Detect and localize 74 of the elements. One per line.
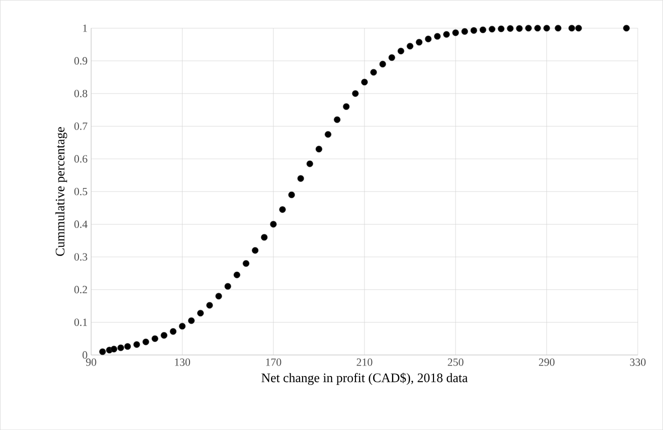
y-tick-label: 0.1 (74, 318, 87, 326)
point (110, 346, 118, 352)
point (623, 24, 630, 32)
point (152, 335, 158, 342)
point (406, 42, 414, 50)
x-tick-label: 330 (630, 358, 646, 366)
point (543, 24, 550, 32)
point (361, 78, 368, 86)
point (461, 28, 468, 35)
point (124, 343, 131, 350)
point (452, 29, 459, 36)
point (224, 282, 232, 290)
x-tick-label: 130 (175, 358, 190, 366)
point (488, 26, 496, 32)
point (352, 90, 359, 97)
point (568, 24, 576, 32)
point (197, 310, 204, 316)
point (242, 260, 250, 267)
point (575, 24, 582, 32)
point (516, 25, 523, 32)
point (142, 338, 150, 346)
y-tick-label: 0.3 (74, 253, 88, 261)
point (554, 24, 562, 32)
point (525, 24, 532, 32)
point (188, 317, 195, 324)
point (252, 246, 258, 254)
point (260, 234, 268, 241)
point (506, 25, 514, 32)
y-tick-label: 0.9 (74, 57, 88, 65)
y-tick-label: 0.5 (74, 188, 88, 196)
point (99, 348, 106, 355)
y-tick-label: 1 (83, 24, 87, 32)
point (270, 220, 277, 228)
x-tick-label: 210 (356, 358, 372, 366)
point (379, 60, 386, 68)
point (288, 191, 295, 198)
y-tick-label: 0.8 (74, 90, 88, 98)
x-tick-label: 290 (538, 358, 554, 366)
point (470, 27, 478, 34)
point (342, 103, 350, 110)
y-tick-label: 0.7 (74, 122, 88, 130)
point (215, 292, 222, 300)
point (416, 38, 422, 46)
point (160, 332, 168, 339)
point (279, 206, 286, 213)
point (170, 328, 176, 335)
x-tick-label: 170 (266, 358, 282, 366)
point (498, 25, 504, 32)
x-tick-label: 90 (86, 358, 96, 366)
x-axis-title: Net change in profit (CAD$), 2018 data (262, 372, 468, 385)
point (424, 36, 432, 42)
point (388, 54, 396, 61)
point (234, 272, 240, 278)
point (534, 24, 541, 32)
point (434, 32, 441, 40)
point (178, 322, 186, 330)
point (324, 130, 332, 138)
point (443, 30, 450, 38)
point (316, 146, 322, 152)
y-axis-title: Cummulative percentage (55, 127, 68, 256)
point (297, 175, 304, 182)
point (133, 341, 140, 348)
y-tick-label: 0.4 (74, 220, 88, 228)
x-tick-label: 250 (448, 358, 464, 366)
y-tick-label: 0 (82, 351, 88, 359)
point (480, 26, 486, 34)
point (206, 302, 213, 309)
point (306, 160, 314, 168)
point (117, 344, 124, 352)
y-tick-label: 0.6 (74, 155, 88, 163)
y-tick-label: 0.2 (74, 286, 88, 294)
point (398, 48, 404, 54)
point (370, 68, 377, 76)
point (334, 116, 340, 123)
